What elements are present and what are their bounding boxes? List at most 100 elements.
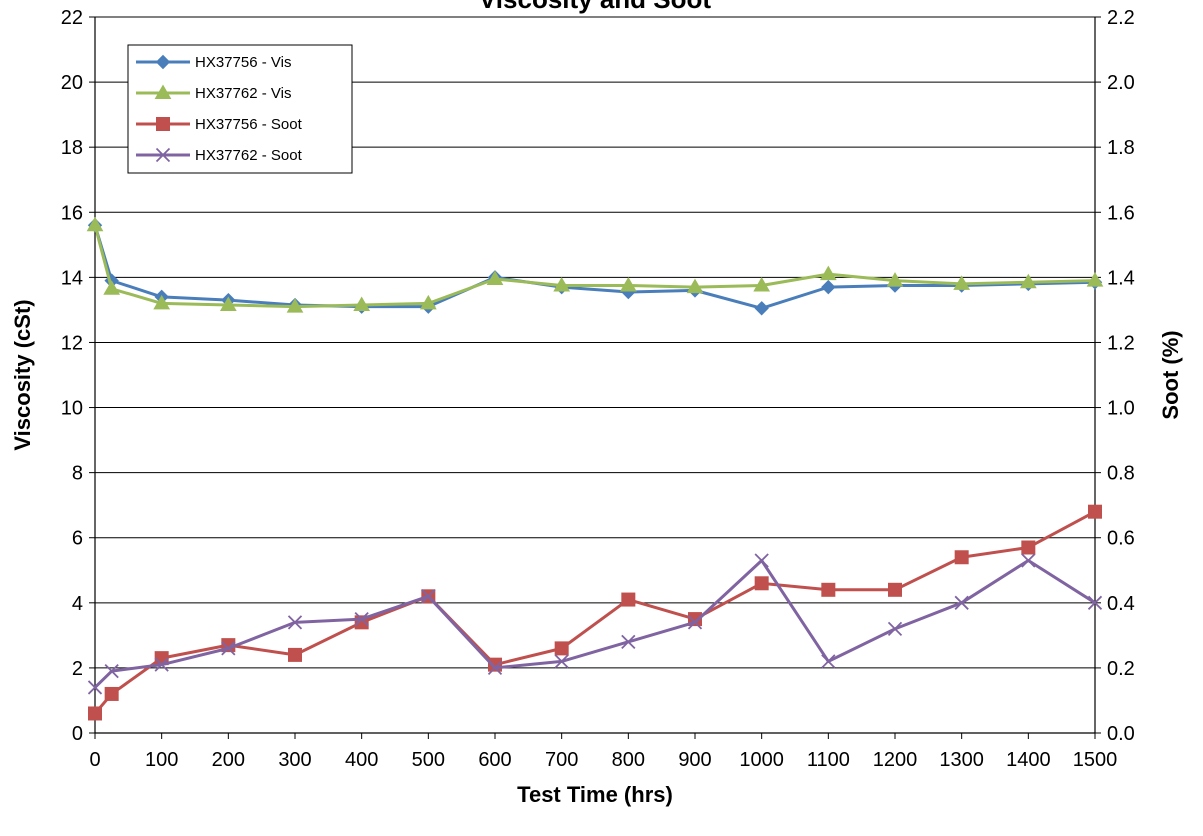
data-point (288, 647, 302, 662)
legend-label: HX37762 - Soot (195, 147, 303, 164)
series-2 (86, 216, 1104, 313)
series-1 (87, 218, 1103, 316)
legend-marker (154, 84, 172, 99)
y-tick-label: 22 (61, 7, 83, 29)
data-point (1021, 553, 1036, 568)
x-tick-label: 400 (345, 749, 378, 771)
x-tick-label: 1300 (939, 749, 984, 771)
y-tick-label: 14 (61, 267, 83, 289)
x-tick-label: 1100 (807, 749, 850, 771)
series-line (93, 224, 1096, 309)
legend-entry: HX37762 - Soot (136, 147, 303, 164)
data-point (219, 296, 237, 312)
data-point (1021, 540, 1036, 555)
data-point (88, 706, 102, 721)
chart-title: Viscosity and Soot (479, 0, 711, 14)
data-point (886, 272, 904, 287)
gridlines (95, 16, 1095, 669)
legend-label: HX37762 - Vis (195, 85, 291, 102)
x-tick-label: 700 (545, 749, 578, 771)
y-tick-label: 2 (72, 658, 83, 680)
data-point (821, 279, 836, 295)
x-tick-labels: 0 100 200 300 400 500 600 700 800 900 1000 1100 1200… (89, 749, 1117, 771)
data-point (1086, 272, 1104, 287)
y-tick-label: 12 (61, 332, 83, 354)
y2-tick-label: 2.0 (1107, 72, 1135, 94)
data-point (554, 641, 569, 656)
series-3 (88, 504, 1102, 721)
legend-marker (155, 147, 171, 163)
data-point (553, 276, 571, 292)
data-point (286, 298, 304, 313)
data-point (86, 216, 104, 232)
y2-tick-label: 1.4 (1107, 267, 1135, 289)
y-tick-label: 8 (72, 463, 83, 485)
y2-tick-label: 0.6 (1107, 528, 1135, 550)
y2-tick-labels: 0.0 0.2 0.4 0.6 0.8 1.0 1.2 1.4 1.6 1.8 2.0 2.2 (1107, 7, 1135, 745)
data-point (1088, 504, 1102, 519)
data-point (153, 294, 171, 310)
legend-entry: HX37762 - Vis (136, 84, 291, 102)
data-point (753, 276, 771, 292)
y-tick-labels: 0 2 4 6 8 10 12 14 16 18 20 22 (61, 7, 83, 745)
x-tick-label: 900 (678, 749, 711, 771)
x-tick-label: 1200 (873, 749, 918, 771)
data-point (1019, 273, 1037, 289)
legend-entry: HX37756 - Vis (136, 54, 291, 71)
data-point (687, 615, 703, 630)
data-point (353, 296, 371, 312)
data-point (103, 280, 121, 295)
data-point (754, 301, 769, 316)
data-point (819, 265, 837, 281)
y-tick-label: 10 (61, 398, 83, 420)
x-tick-label: 300 (278, 749, 311, 771)
y-tick-label: 6 (72, 528, 83, 550)
legend-entry: HX37756 - Soot (136, 116, 303, 133)
x-axis-title: Test Time (hrs) (517, 782, 673, 807)
x-tick-label: 500 (412, 749, 445, 771)
chart-title-group: Viscosity and Soot (479, 0, 711, 14)
data-point (954, 595, 969, 610)
x-tick-label: 1500 (1073, 749, 1118, 771)
y2-tick-label: 0.0 (1107, 723, 1135, 745)
axes (89, 16, 1101, 739)
x-tick-label: 1000 (739, 749, 784, 771)
data-point (621, 592, 636, 607)
y-tick-label: 16 (61, 202, 83, 224)
data-point (487, 660, 503, 676)
y2-tick-label: 0.2 (1107, 658, 1135, 680)
x-tick-label: 1400 (1006, 749, 1051, 771)
data-point (953, 275, 971, 290)
y-tick-label: 0 (72, 723, 83, 745)
x-tick-label: 600 (478, 749, 511, 771)
data-point (821, 654, 836, 669)
data-point (104, 686, 119, 701)
data-point (1087, 595, 1103, 610)
data-point (888, 582, 902, 597)
data-point (354, 611, 369, 627)
y2-tick-label: 0.4 (1107, 593, 1135, 615)
data-point (754, 553, 769, 568)
legend-label: HX37756 - Vis (195, 54, 291, 71)
series-line (93, 224, 1096, 310)
y2-tick-label: 1.6 (1107, 202, 1135, 224)
x-tick-label: 800 (612, 749, 645, 771)
y-tick-label: 4 (72, 593, 83, 615)
data-point (87, 680, 103, 695)
y-axis-title: Viscosity (cSt) (10, 299, 35, 450)
data-point (421, 589, 436, 604)
data-point (621, 634, 636, 650)
data-point (686, 278, 704, 294)
data-point (887, 621, 903, 636)
y2-tick-label: 1.8 (1107, 137, 1135, 159)
series-lines (86, 216, 1104, 721)
data-point (954, 550, 969, 565)
data-point (104, 664, 119, 679)
y2-tick-label: 0.8 (1107, 463, 1135, 485)
data-point (486, 270, 504, 285)
legend-label: HX37756 - Soot (195, 116, 303, 133)
x-tick-label: 0 (89, 749, 100, 771)
legend-marker (155, 54, 171, 70)
y2-axis-title: Soot (%) (1158, 330, 1183, 419)
